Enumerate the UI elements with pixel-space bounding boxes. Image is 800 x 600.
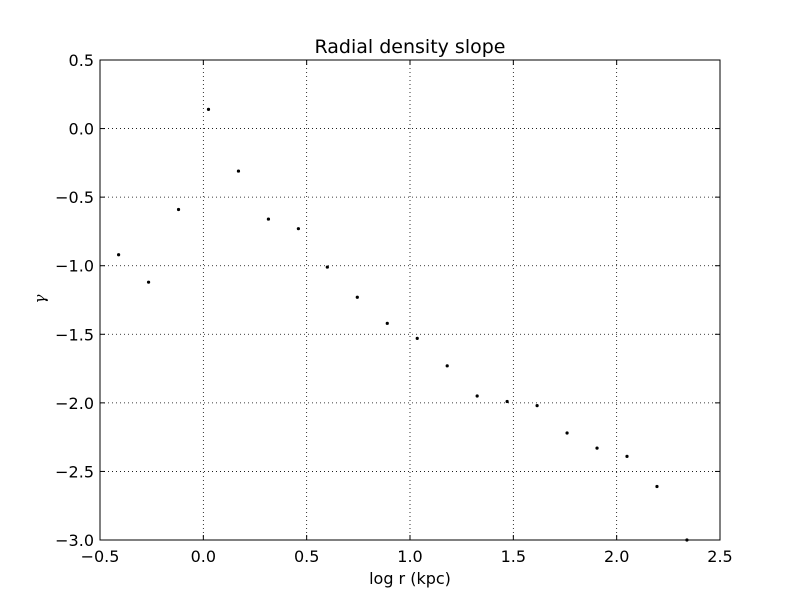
chart-title: Radial density slope <box>315 36 506 58</box>
y-tick-label: −1.0 <box>55 257 94 276</box>
data-point <box>236 169 241 173</box>
data-point <box>355 295 359 299</box>
data-point <box>266 217 271 221</box>
data-point <box>535 404 539 408</box>
y-tick-labels: 0.5 0.0 −0.5 −1.0 −1.5 −2.0 −2.5 −3.0 <box>55 51 94 550</box>
x-tick-label: 2.5 <box>707 547 732 566</box>
x-tick-label: 2.0 <box>604 547 629 566</box>
data-point <box>625 454 629 458</box>
data-point <box>595 446 599 450</box>
y-tick-label: 0.0 <box>69 120 94 139</box>
data-point <box>176 207 181 212</box>
x-tick-label: 1.5 <box>501 547 526 566</box>
grid <box>99 59 721 541</box>
data-point <box>505 399 509 404</box>
x-tick-labels: −0.5 0.0 0.5 1.0 1.5 2.0 2.5 <box>81 547 733 566</box>
y-tick-label: −0.5 <box>55 188 94 207</box>
axis-ticks <box>99 59 721 541</box>
data-point <box>385 321 389 325</box>
data-point <box>565 431 569 435</box>
y-axis-label: γ <box>31 294 49 303</box>
data-point <box>206 107 211 111</box>
data-point <box>146 280 151 284</box>
x-axis-label: log r (kpc) <box>369 569 451 588</box>
x-tick-label: −0.5 <box>81 547 120 566</box>
data-point <box>445 364 449 368</box>
y-tick-label: −2.0 <box>55 394 94 413</box>
data-point <box>655 484 659 489</box>
x-tick-label: 0.0 <box>191 547 216 566</box>
data-point <box>475 394 479 398</box>
data-point <box>415 336 419 340</box>
x-tick-label: 1.0 <box>397 547 422 566</box>
data-point <box>325 265 329 269</box>
data-point <box>117 253 121 257</box>
y-tick-label: −2.5 <box>55 462 94 481</box>
y-tick-label: −1.5 <box>55 325 94 344</box>
y-tick-label: 0.5 <box>69 51 94 70</box>
x-tick-label: 0.5 <box>294 547 319 566</box>
y-tick-label: −3.0 <box>55 531 94 550</box>
data-point <box>296 227 300 231</box>
data-points <box>117 107 689 542</box>
